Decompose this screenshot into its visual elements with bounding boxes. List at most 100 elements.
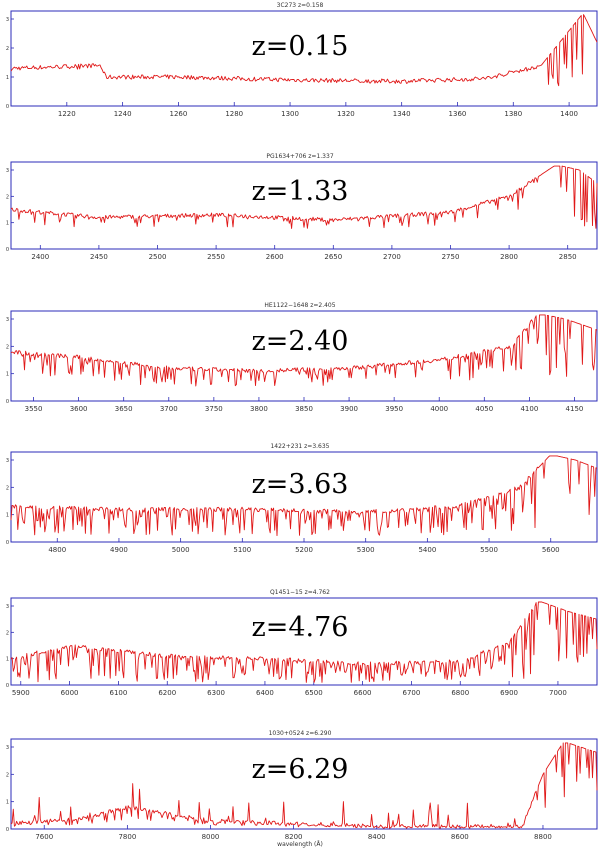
y-tick-label: 1 — [6, 800, 9, 806]
x-tick-label: 3850 — [295, 405, 313, 413]
y-tick-label: 3 — [6, 458, 9, 464]
x-tick-label: 4800 — [48, 546, 66, 554]
panel-title: 1030+0524 z=6.290 — [269, 730, 332, 737]
y-tick-label: 0 — [6, 827, 9, 833]
x-tick-label: 2450 — [90, 253, 108, 261]
y-tick-label: 3 — [6, 317, 9, 323]
redshift-annotation: z=1.33 — [252, 176, 349, 207]
x-tick-label: 5300 — [357, 546, 375, 554]
spectrum-panel-4: 1422+231 z=3.635 0 1 2 3 4800 4900 5000 5100 5200… — [6, 443, 598, 554]
x-tick-label: 1340 — [393, 110, 411, 118]
x-tick-label: 7000 — [549, 689, 567, 697]
y-tick-label: 3 — [6, 168, 9, 174]
panel-title: 3C273 z=0.158 — [277, 2, 324, 9]
x-tick-label: 2650 — [324, 253, 342, 261]
spectrum-line — [10, 742, 598, 829]
y-tick-label: 3 — [6, 17, 9, 23]
x-tick-label: 3650 — [115, 405, 133, 413]
redshift-annotation: z=0.15 — [252, 31, 349, 62]
plot-frame — [10, 310, 598, 402]
spectrum-panel-6: 1030+0524 z=6.290 0 1 2 3 7600 7800 8000 8200 840… — [6, 730, 598, 848]
spectrum-panel-5: Q1451−15 z=4.762 0 1 2 3 5900 6000 6100 6200 6300… — [6, 589, 598, 697]
spectrum-line — [10, 165, 598, 229]
x-tick-label: 4000 — [430, 405, 448, 413]
y-tick-label: 1 — [6, 372, 9, 378]
spectrum-line — [10, 455, 598, 537]
redshift-annotation: z=4.76 — [252, 612, 349, 643]
plot-frame — [10, 161, 598, 250]
x-tick-label: 1380 — [504, 110, 522, 118]
y-tick-label: 3 — [6, 745, 9, 751]
spectrum-line — [10, 314, 598, 387]
x-tick-label: 2750 — [442, 253, 460, 261]
x-tick-label: 1320 — [337, 110, 355, 118]
x-tick-label: 7800 — [118, 833, 136, 841]
spectrum-panel-3: HE1122−1648 z=2.405 0 1 2 3 3550 3600 3650 3700 3… — [6, 302, 598, 413]
x-tick-label: 2850 — [559, 253, 577, 261]
x-tick-label: 1220 — [58, 110, 76, 118]
plot-frame — [10, 738, 598, 830]
x-tick-label: 5600 — [542, 546, 560, 554]
x-tick-label: 5100 — [233, 546, 251, 554]
panel-title: HE1122−1648 z=2.405 — [264, 302, 335, 309]
y-tick-label: 1 — [6, 513, 9, 519]
x-tick-label: 3700 — [160, 405, 178, 413]
x-tick-label: 2400 — [31, 253, 49, 261]
x-tick-label: 6500 — [305, 689, 323, 697]
x-tick-label: 6900 — [500, 689, 518, 697]
spectrum-panel-1: 3C273 z=0.158 0 1 2 3 1220 1240 1260 1280 1300 132… — [6, 2, 598, 118]
x-tick-label: 3550 — [25, 405, 43, 413]
panel-title: Q1451−15 z=4.762 — [270, 589, 330, 596]
y-tick-label: 0 — [6, 247, 9, 253]
x-tick-label: 1240 — [114, 110, 132, 118]
x-tick-label: 4050 — [475, 405, 493, 413]
x-tick-label: 2500 — [149, 253, 167, 261]
x-tick-label: 3750 — [205, 405, 223, 413]
x-tick-label: 2700 — [383, 253, 401, 261]
x-tick-label: 1280 — [225, 110, 243, 118]
x-tick-label: 6000 — [61, 689, 79, 697]
x-tick-label: 1400 — [560, 110, 578, 118]
y-tick-label: 2 — [6, 194, 9, 200]
y-tick-label: 3 — [6, 604, 9, 610]
x-tick-label: 6600 — [354, 689, 372, 697]
x-tick-label: 2550 — [207, 253, 225, 261]
x-tick-label: 4900 — [110, 546, 128, 554]
y-tick-label: 2 — [6, 344, 9, 350]
x-tick-label: 3950 — [385, 405, 403, 413]
x-tick-label: 8200 — [285, 833, 303, 841]
x-tick-label: 6800 — [451, 689, 469, 697]
redshift-annotation: z=2.40 — [252, 326, 349, 357]
y-tick-label: 1 — [6, 221, 9, 227]
x-tick-label: 8800 — [534, 833, 552, 841]
spectrum-line — [10, 601, 598, 683]
y-tick-label: 0 — [6, 540, 9, 546]
x-tick-label: 5500 — [480, 546, 498, 554]
x-tick-label: 1300 — [281, 110, 299, 118]
x-tick-label: 6300 — [207, 689, 225, 697]
x-tick-label: 3900 — [340, 405, 358, 413]
panel-title: PG1634+706 z=1.337 — [266, 153, 333, 160]
y-tick-label: 0 — [6, 683, 9, 689]
x-tick-label: 8000 — [202, 833, 220, 841]
x-tick-label: 6100 — [110, 689, 128, 697]
y-tick-label: 0 — [6, 399, 9, 405]
x-tick-label: 8400 — [368, 833, 386, 841]
y-tick-label: 2 — [6, 485, 9, 491]
x-tick-label: 4100 — [520, 405, 538, 413]
x-tick-label: 3800 — [250, 405, 268, 413]
x-tick-label: 5000 — [172, 546, 190, 554]
y-tick-label: 2 — [6, 630, 9, 636]
y-tick-label: 1 — [6, 657, 9, 663]
x-tick-label: 7600 — [35, 833, 53, 841]
x-tick-label: 2800 — [500, 253, 518, 261]
x-tick-label: 1260 — [170, 110, 188, 118]
panel-title: 1422+231 z=3.635 — [270, 443, 329, 450]
y-tick-label: 2 — [6, 772, 9, 778]
redshift-annotation: z=3.63 — [252, 469, 349, 500]
plot-frame — [10, 597, 598, 686]
x-tick-label: 5900 — [12, 689, 30, 697]
redshift-annotation: z=6.29 — [252, 754, 349, 785]
spectrum-panel-2: PG1634+706 z=1.337 0 1 2 3 2400 2450 2500 2550 26… — [6, 153, 598, 261]
